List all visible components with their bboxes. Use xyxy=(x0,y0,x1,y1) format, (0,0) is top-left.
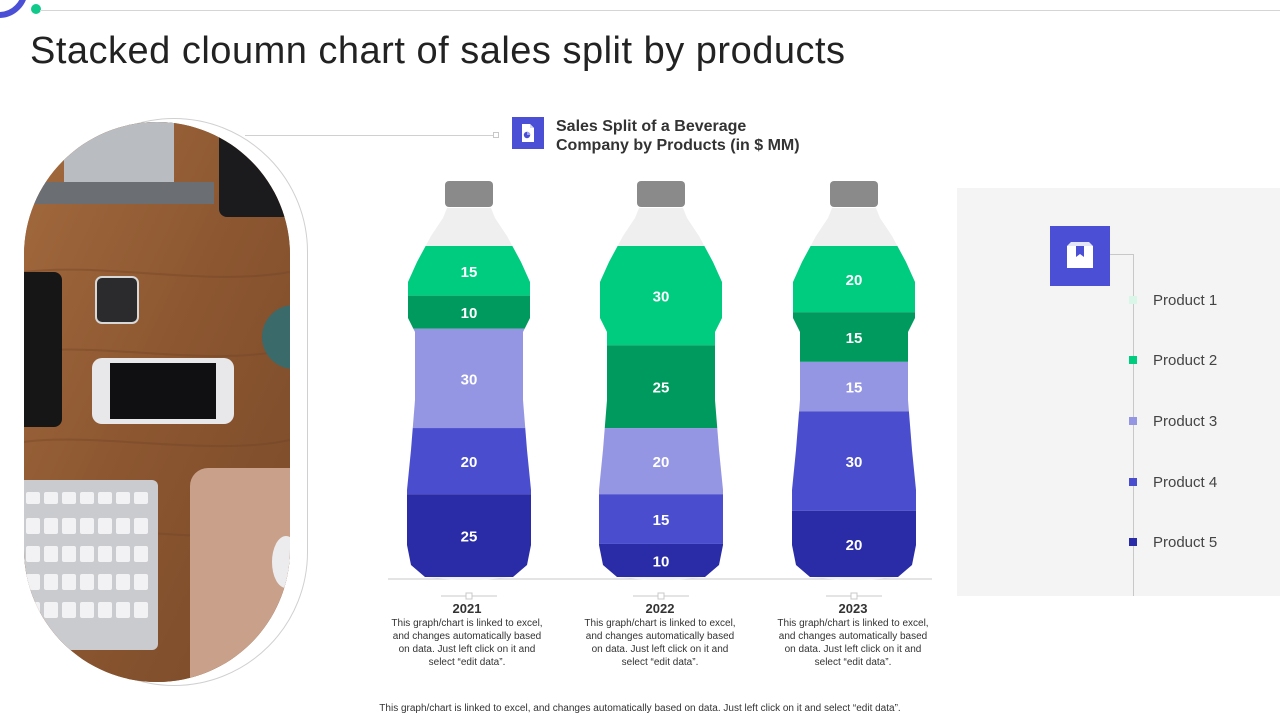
legend-connector xyxy=(1110,254,1133,255)
data-label-2022-product-4: 15 xyxy=(653,512,670,529)
legend-swatch-product-2 xyxy=(1129,356,1137,364)
year-note-2022: This graph/chart is linked to excel, and… xyxy=(584,618,736,668)
bar-segment-2022-product-3 xyxy=(599,428,723,495)
connector-end-marker xyxy=(493,132,499,138)
data-label-2021-product-4: 20 xyxy=(461,454,478,471)
legend-item-product-3: Product 3 xyxy=(1129,411,1217,431)
legend-swatch-product-3 xyxy=(1129,417,1137,425)
bar-segment-2023-product-5 xyxy=(792,510,916,577)
chart-title-line-1: Sales Split of a Beverage xyxy=(556,118,747,135)
chart-title-connector xyxy=(245,135,495,136)
legend-item-product-1: Product 1 xyxy=(1129,290,1217,310)
year-label-2023: 2023 xyxy=(838,601,868,616)
corner-decoration xyxy=(0,0,28,18)
data-label-2021-product-3: 30 xyxy=(461,371,478,388)
tick-marker-2023 xyxy=(850,592,858,600)
bar-segment-2023-product-2 xyxy=(792,312,916,362)
bottle-cap-2022 xyxy=(637,181,685,207)
data-label-2021-product-5: 25 xyxy=(461,529,478,546)
bar-segment-2022-product-5 xyxy=(599,543,723,577)
legend-label-product-3: Product 3 xyxy=(1153,412,1218,430)
legend-swatch-product-4 xyxy=(1129,478,1137,486)
top-divider xyxy=(40,10,1280,11)
legend-label-product-5: Product 5 xyxy=(1153,533,1218,551)
data-label-2021-product-1: 15 xyxy=(461,264,478,281)
year-note-2023: This graph/chart is linked to excel, and… xyxy=(777,618,929,668)
tick-marker-2022 xyxy=(657,592,665,600)
legend-label-product-4: Product 4 xyxy=(1153,473,1218,491)
bar-segment-2022-product-4 xyxy=(599,494,723,544)
legend-panel xyxy=(957,188,1280,596)
bar-segment-2023-product-4 xyxy=(792,411,916,511)
bottle-cap-2023 xyxy=(830,181,878,207)
bar-segment-2023-product-1 xyxy=(792,246,916,313)
corner-dot xyxy=(31,4,41,14)
data-label-2022-product-1: 30 xyxy=(653,289,670,306)
chart-title-line-2: Company by Products (in $ MM) xyxy=(556,137,800,154)
year-note-2021: This graph/chart is linked to excel, and… xyxy=(391,618,543,668)
year-label-2021: 2021 xyxy=(452,601,482,616)
year-label-2022: 2022 xyxy=(645,601,675,616)
bar-segment-2021-product-2 xyxy=(407,295,531,329)
legend-item-product-5: Product 5 xyxy=(1129,532,1217,552)
bar-segment-2022-product-2 xyxy=(599,345,723,429)
legend-timeline xyxy=(1133,254,1134,596)
desk-photo-illustration xyxy=(24,122,290,682)
legend-swatch-product-1 xyxy=(1129,296,1137,304)
legend-item-product-2: Product 2 xyxy=(1129,350,1217,370)
bottle-segments-2023 xyxy=(792,246,916,577)
bar-segment-2021-product-4 xyxy=(407,428,531,495)
bar-segment-2021-product-5 xyxy=(407,494,531,577)
data-label-2023-product-3: 15 xyxy=(846,380,863,397)
bottle-stacked-chart: 15 10 30 20 25 30 25 20 15 10 20 15 15 30 20 xyxy=(388,181,932,600)
bottle-2022: 30 25 20 15 10 xyxy=(599,181,723,600)
bar-segment-2023-product-3 xyxy=(792,361,916,412)
data-label-2023-product-5: 20 xyxy=(846,537,863,554)
data-label-2021-product-2: 10 xyxy=(461,305,478,322)
legend-item-product-4: Product 4 xyxy=(1129,472,1217,492)
page-title: Stacked cloumn chart of sales split by p… xyxy=(30,30,846,72)
bar-segment-2021-product-1 xyxy=(407,246,531,296)
data-label-2023-product-2: 15 xyxy=(846,330,863,347)
bar-segment-2021-product-3 xyxy=(407,328,531,429)
legend-swatch-product-5 xyxy=(1129,538,1137,546)
tick-marker-2021 xyxy=(465,592,473,600)
bottle-cap-2021 xyxy=(445,181,493,207)
data-label-2022-product-5: 10 xyxy=(653,553,670,570)
data-label-2023-product-1: 20 xyxy=(846,272,863,289)
legend-label-product-1: Product 1 xyxy=(1153,291,1218,309)
bottle-2021: 15 10 30 20 25 xyxy=(407,181,531,600)
data-label-2022-product-2: 25 xyxy=(653,380,670,397)
bottle-segments-2022 xyxy=(599,246,723,577)
document-chart-icon xyxy=(512,117,544,149)
footer-note: This graph/chart is linked to excel, and… xyxy=(379,703,901,714)
data-label-2023-product-4: 30 xyxy=(846,454,863,471)
chart-title: Sales Split of a Beverage Company by Pro… xyxy=(556,117,856,155)
desk-photo xyxy=(24,122,290,682)
legend-label-product-2: Product 2 xyxy=(1153,351,1218,369)
data-label-2022-product-3: 20 xyxy=(653,454,670,471)
bar-segment-2022-product-1 xyxy=(599,246,723,346)
bottle-2023: 20 15 15 30 20 xyxy=(792,181,916,600)
bottle-segments-2021 xyxy=(407,246,531,577)
package-box-icon xyxy=(1050,226,1110,286)
